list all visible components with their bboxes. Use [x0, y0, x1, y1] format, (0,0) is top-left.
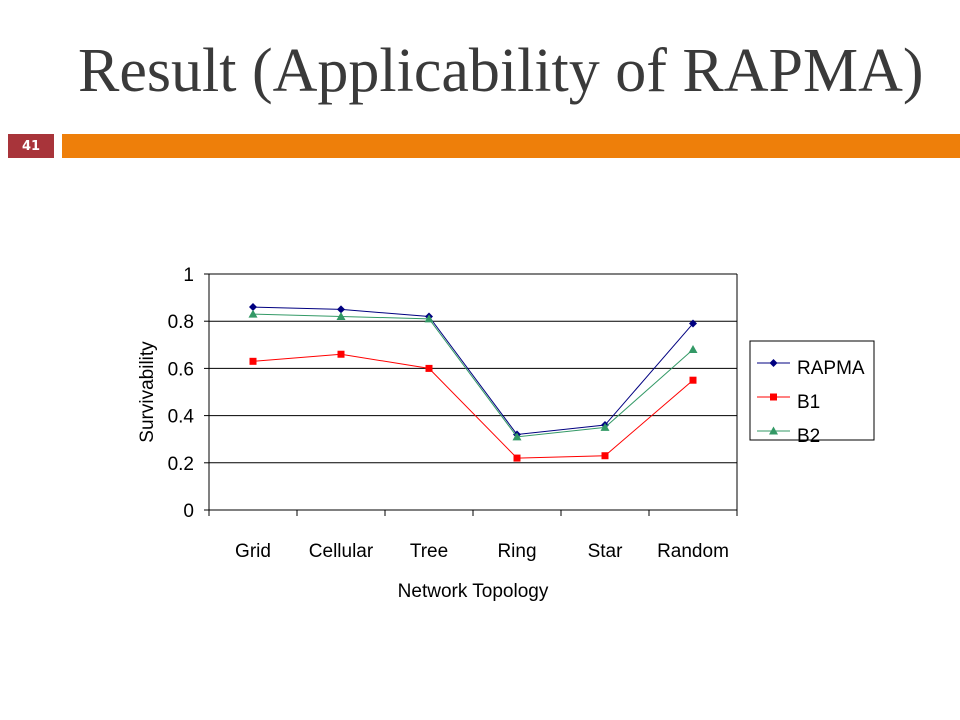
y-tick-label: 0.4 [168, 407, 195, 428]
data-point-b1 [601, 452, 609, 460]
y-tick-labels: 0 0.2 0.4 0.6 0.8 1 [168, 265, 195, 522]
x-tick-label: Star [588, 541, 624, 562]
data-point-b1 [425, 364, 433, 372]
data-point-b1 [689, 376, 697, 384]
x-tick-labels: Grid Cellular Tree Ring Star Random [235, 541, 729, 562]
legend-marker-rapma [769, 359, 778, 367]
y-tick-label: 0.6 [168, 359, 194, 380]
y-tick-label: 0.8 [168, 312, 194, 333]
y-tick-label: 1 [183, 265, 194, 286]
header-bar [62, 134, 960, 158]
data-point-b1 [337, 350, 345, 358]
x-axis-label: Network Topology [398, 581, 549, 602]
data-point-b2 [688, 345, 698, 354]
data-point-b2 [424, 314, 434, 323]
x-tick-label: Cellular [309, 541, 374, 562]
legend-label-b1: B1 [797, 392, 820, 413]
series-line-rapma [252, 306, 694, 436]
data-point-b2 [600, 422, 610, 431]
series-line-b1 [252, 353, 694, 459]
legend-marker-b2 [769, 426, 778, 435]
axes [204, 273, 738, 516]
y-tick-label: 0.2 [168, 454, 194, 475]
data-point-b1 [249, 357, 257, 365]
data-point-rapma [249, 303, 257, 312]
data-point-rapma [689, 319, 697, 328]
x-tick-label: Random [657, 541, 729, 562]
slide-title: Result (Applicability of RAPMA) [78, 37, 924, 105]
y-tick-label: 0 [183, 501, 194, 522]
x-tick-label: Ring [497, 541, 536, 562]
data-point-b2 [248, 309, 258, 318]
data-point-b1 [513, 454, 521, 462]
legend-box [749, 340, 875, 441]
y-axis-label: Survivability [137, 341, 158, 443]
x-tick-label: Tree [410, 541, 448, 562]
legend: RAPMA B1 B2 [749, 340, 875, 447]
legend-label-rapma: RAPMA [797, 358, 865, 379]
series [248, 303, 698, 462]
data-point-rapma [337, 305, 345, 314]
series-line-b2 [252, 313, 694, 438]
x-tick-label: Grid [235, 541, 271, 562]
legend-marker-b1 [770, 393, 777, 401]
gridlines [209, 320, 737, 464]
data-point-b2 [336, 311, 346, 320]
slide-number: 41 [8, 134, 54, 158]
legend-label-b2: B2 [797, 426, 820, 447]
data-point-b2 [512, 432, 522, 441]
